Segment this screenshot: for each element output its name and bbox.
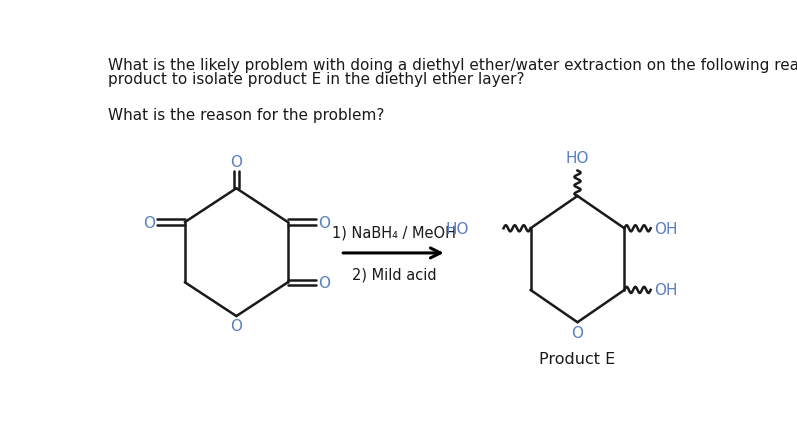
- Text: OH: OH: [654, 283, 678, 298]
- Text: What is the reason for the problem?: What is the reason for the problem?: [108, 107, 384, 122]
- Text: Product E: Product E: [540, 352, 615, 367]
- Text: OH: OH: [654, 221, 678, 236]
- Text: O: O: [318, 275, 330, 290]
- Text: product to isolate product E in the diethyl ether layer?: product to isolate product E in the diet…: [108, 72, 524, 87]
- Text: 1) NaBH₄ / MeOH: 1) NaBH₄ / MeOH: [332, 225, 456, 240]
- Text: O: O: [230, 319, 242, 334]
- Text: O: O: [143, 215, 155, 230]
- Text: 2) Mild acid: 2) Mild acid: [352, 267, 437, 282]
- Text: O: O: [571, 326, 583, 341]
- Text: HO: HO: [566, 151, 589, 166]
- Text: What is the likely problem with doing a diethyl ether/water extraction on the fo: What is the likely problem with doing a …: [108, 58, 797, 73]
- Text: O: O: [230, 155, 242, 170]
- Text: O: O: [318, 215, 330, 230]
- Text: HO: HO: [446, 221, 469, 236]
